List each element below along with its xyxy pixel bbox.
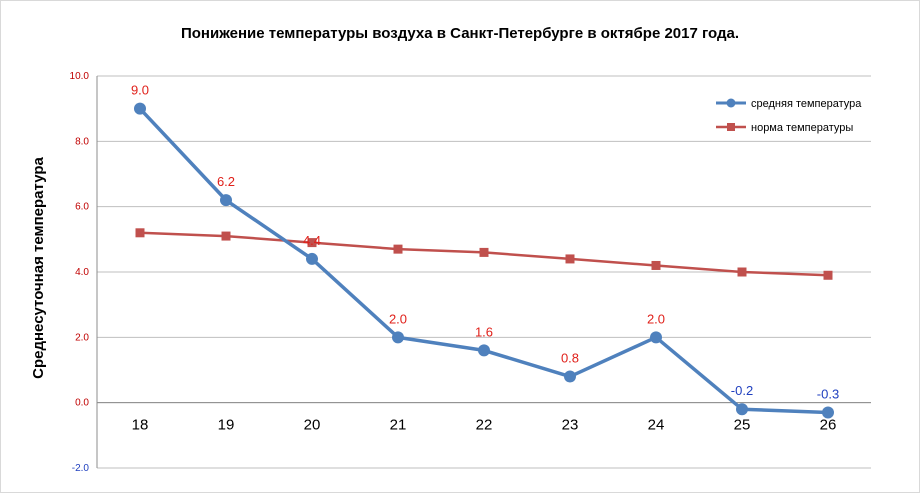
data-point [479,247,489,257]
chart-title: Понижение температуры воздуха в Санкт-Пе… [181,25,739,42]
data-labels: 9.0 6.2 4.4 2.0 1.6 0.8 2.0 -0.2 -0.3 [131,83,839,402]
data-label: 0.8 [561,351,579,366]
x-tick-label: 26 [820,417,837,434]
data-point [564,370,576,383]
series-group [134,102,834,419]
y-tick-label: -2.0 [72,463,90,474]
data-label: 6.2 [217,174,235,189]
data-point [134,102,146,115]
data-point [822,406,834,419]
x-tick-labels: 18 19 20 21 22 23 24 25 26 [132,417,837,434]
y-tick-label: 10.0 [70,71,90,82]
data-point [306,252,318,265]
data-point [651,260,661,270]
x-tick-label: 18 [132,417,149,434]
data-point [221,231,231,241]
data-label: -0.2 [731,383,753,398]
data-point [736,403,748,416]
data-point [737,267,747,277]
y-tick-label: 6.0 [75,202,89,213]
axes [96,76,871,468]
y-tick-label: 4.0 [75,267,89,278]
x-tick-label: 25 [734,417,751,434]
y-tick-label: 8.0 [75,136,89,147]
y-axis-label: Среднесуточная температура [30,156,47,378]
data-label: 2.0 [647,311,665,326]
data-point [307,238,317,248]
x-tick-label: 20 [304,417,321,434]
data-label: -0.3 [817,386,839,401]
legend-label: средняя температура [751,98,862,110]
data-point [392,331,404,344]
data-point [650,331,662,344]
legend-marker [726,98,736,108]
legend-label: норма температуры [751,122,853,134]
data-label: 1.6 [475,324,493,339]
data-point [565,254,575,264]
data-point [220,194,232,207]
x-tick-label: 23 [562,417,579,434]
legend: средняя температура норма температуры [716,98,862,134]
x-tick-label: 19 [218,417,235,434]
y-tick-labels: 10.0 8.0 6.0 4.0 2.0 0.0 -2.0 [70,71,90,474]
data-point [478,344,490,357]
data-label: 4.4 [303,233,321,248]
x-tick-label: 21 [390,417,407,434]
series-line [138,107,829,415]
legend-marker [727,123,735,131]
data-point [823,270,833,280]
y-tick-label: 0.0 [75,398,89,409]
x-tick-label: 22 [476,417,493,434]
data-point [393,244,403,254]
data-label: 9.0 [131,83,149,98]
x-tick-label: 24 [648,417,665,434]
data-label: 2.0 [389,311,407,326]
y-tick-label: 2.0 [75,332,89,343]
data-point [135,228,145,238]
